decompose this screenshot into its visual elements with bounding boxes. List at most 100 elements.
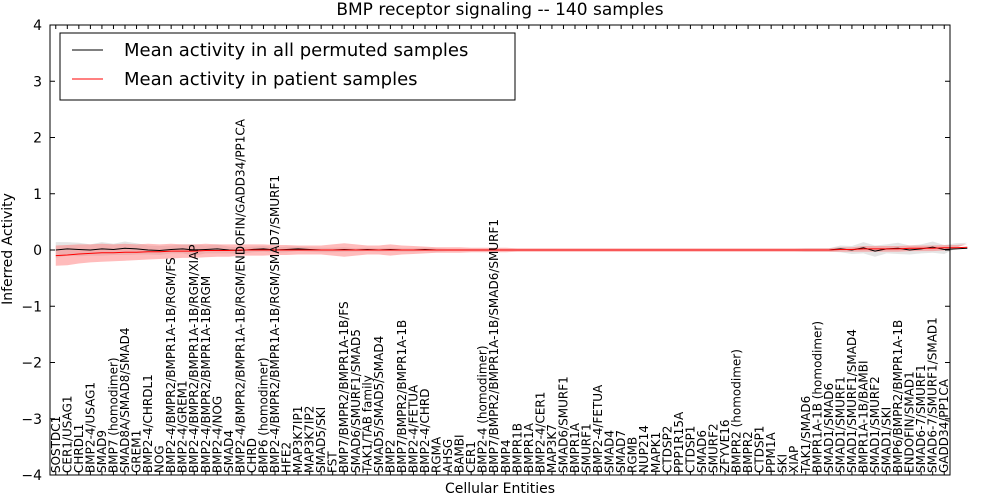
- legend-box: [59, 32, 516, 101]
- x-tick-label: SMAD9: [95, 430, 109, 473]
- x-tick-label: SMAD1/SMAD6: [822, 383, 836, 473]
- x-axis: SOSTDC1CER1/USAG1CHRDL1BMP2-4/USAG1SMAD9…: [49, 25, 951, 475]
- x-tick-label: FST: [326, 451, 340, 473]
- x-tick-label: BMPR1B: [510, 423, 524, 473]
- x-tick-label: ENDOFIN/SMAD1: [903, 371, 917, 473]
- x-tick-label: SMAD6-7/SMURF1/SMAD1: [926, 317, 940, 473]
- x-tick-label: BMP7/BMPR2/BMPR1A-1B/FS: [337, 301, 351, 473]
- chart-title: BMP receptor signaling -- 140 samples: [336, 0, 663, 20]
- x-tick-label: BMP2-4/FETUA: [406, 384, 420, 473]
- y-axis-label: Inferred Activity: [0, 193, 16, 305]
- x-tick-label: BMP2-4/BMPR2/BMPR1A-1B/RGM/SMAD7/SMURF1: [268, 175, 282, 473]
- x-tick-label: CTDSP1: [753, 426, 767, 473]
- y-axis: −4 −3 −2 −1 0 1 2 3 4: [21, 18, 950, 484]
- x-tick-label: AHSG: [441, 439, 455, 473]
- x-tick-label: TAK1/TAB family: [360, 375, 374, 474]
- legend: Mean activity in all permuted samples Mea…: [59, 32, 516, 101]
- x-tick-label: BMP2-4/CHRDL1: [141, 374, 155, 473]
- x-tick-label: SMAD6-7/SMURF1: [914, 364, 928, 473]
- y-tick-label: −3: [21, 412, 42, 428]
- x-tick-label: BMP2-4/CER1: [533, 392, 547, 473]
- x-tick-label: BMP2-4/NOG: [210, 396, 224, 473]
- x-tick-label: SMURF1: [580, 423, 594, 473]
- x-tick-label: SMAD5/SMAD5/SMAD4: [372, 336, 386, 473]
- x-tick-label: SMAD1/SMURF2: [868, 376, 882, 473]
- x-tick-label: BMP2-4/BMPR2/BMPR1A-1B/RGM/ENDOFIN/GADD3…: [233, 118, 247, 473]
- x-tick-label: BAMBI: [453, 434, 467, 473]
- x-tick-label: SMAD6: [695, 430, 709, 473]
- x-tick-label: BMP2-4/FETUA: [591, 384, 605, 473]
- x-tick-label: CHRDL1: [72, 424, 86, 473]
- x-tick-label: MAP3K7IP2: [303, 406, 317, 473]
- x-axis-label: Cellular Entities: [445, 481, 555, 497]
- x-tick-label: NOG: [153, 445, 167, 473]
- x-tick-label: BMPR1A-1B (homodimer): [810, 321, 824, 473]
- x-tick-label: BMP7/BMPR2/BMPR1A-1B/SMAD6/SMURF1: [487, 219, 501, 473]
- x-tick-label: BMP2-4/GREM1: [176, 380, 190, 473]
- x-tick-label: SMAD4: [603, 430, 617, 473]
- y-tick-label: 1: [33, 187, 42, 203]
- x-tick-label: CHRD: [245, 438, 259, 473]
- x-tick-label: BMP7/BMPR2/BMPR1A-1B: [395, 320, 409, 473]
- x-tick-label: SMURF2: [706, 423, 720, 473]
- y-tick-label: 2: [33, 131, 42, 147]
- x-tick-label: BMPR1A: [568, 422, 582, 473]
- x-tick-label: BMPR1A: [522, 422, 536, 473]
- x-tick-label: BMP2-4/BMPR2/BMPR1A-1B/RGM/XIAP: [187, 244, 201, 473]
- x-tick-label: BMP2-4/CHRD: [418, 389, 432, 473]
- x-tick-label: NUP214: [637, 425, 651, 473]
- x-tick-label: BMPR2 (homodimer): [730, 349, 744, 473]
- y-tick-label: 0: [33, 243, 42, 259]
- x-tick-label: BMP2-4 (homodimer): [476, 345, 490, 473]
- x-tick-label: CTDSP2: [660, 426, 674, 473]
- x-tick-label: RGMB: [626, 437, 640, 473]
- x-tick-label: BMP2-4/BMPR2/BMPR1A-1B/RGM/FS: [164, 257, 178, 473]
- y-tick-label: −1: [21, 299, 42, 315]
- x-tick-label: CTDSP1: [683, 426, 697, 473]
- x-tick-label: MAPK1: [649, 432, 663, 473]
- series-lines: [55, 246, 968, 257]
- x-tick-label: GADD34/PP1CA: [937, 378, 951, 473]
- x-tick-label: CER1: [464, 441, 478, 473]
- x-tick-label: BMP7 (homodimer): [106, 357, 120, 473]
- x-tick-label: RGMA: [430, 436, 444, 473]
- legend-label: Mean activity in patient samples: [124, 69, 418, 90]
- y-tick-label: −2: [21, 356, 42, 372]
- y-tick-label: 3: [33, 74, 42, 90]
- x-tick-label: SMAD4: [222, 430, 236, 473]
- series-line-patient: [55, 246, 968, 257]
- x-tick-label: BMP6/BMPR2/BMPR1A-1B: [891, 320, 905, 473]
- band-patient: [55, 243, 968, 266]
- x-tick-label: SOSTDC1: [49, 416, 63, 473]
- x-tick-label: BMPR1A-1B/BAMBI: [856, 360, 870, 473]
- x-tick-label: BMP2: [383, 440, 397, 473]
- legend-label: Mean activity in all permuted samples: [124, 40, 468, 61]
- x-tick-label: BMP2-4/BMPR2/BMPR1A-1B/RGM: [199, 276, 213, 473]
- x-tick-label: ZFYVE16: [718, 419, 732, 473]
- x-tick-label: TAK1/SMAD6: [799, 396, 813, 474]
- x-tick-label: SMAD5/SKI: [314, 407, 328, 473]
- x-tick-label: MAP3K7IP1: [291, 406, 305, 473]
- x-tick-label: HFE2: [280, 442, 294, 473]
- x-tick-label: BMP4: [499, 440, 513, 473]
- x-tick-label: SMAD7: [614, 430, 628, 473]
- x-tick-label: BMPR2: [741, 431, 755, 473]
- x-tick-label: SKI: [776, 454, 790, 473]
- x-tick-label: PPM1A: [764, 432, 778, 473]
- x-tick-label: PPP1R15A: [672, 411, 686, 473]
- x-tick-label: MAP3K7: [545, 424, 559, 473]
- x-tick-label: CER1/USAG1: [60, 395, 74, 473]
- x-tick-label: BMP2-4/USAG1: [83, 382, 97, 473]
- x-tick-label: GREM1: [130, 430, 144, 473]
- x-tick-label: XIAP: [787, 446, 801, 473]
- y-tick-label: 4: [33, 18, 42, 34]
- y-tick-label: −4: [21, 468, 42, 484]
- x-tick-label: SMAD1/SMURF1/SMAD4: [845, 329, 859, 473]
- x-tick-label: SMAD6/SMURF1: [556, 376, 570, 473]
- x-tick-label: SMAD8A/SMAD8/SMAD4: [118, 328, 132, 473]
- x-tick-label: SMAD1/SMURF1: [833, 376, 847, 473]
- x-tick-label: BMP6 (homodimer): [256, 357, 270, 473]
- x-tick-label: SMAD6/SMURF1/SMAD5: [349, 329, 363, 473]
- x-tick-label: SMAD1/SKI: [880, 407, 894, 473]
